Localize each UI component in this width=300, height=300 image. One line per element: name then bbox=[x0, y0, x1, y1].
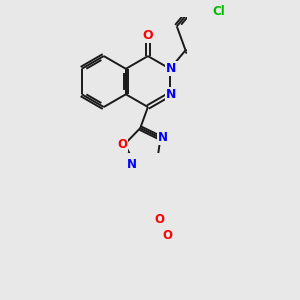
Text: Cl: Cl bbox=[212, 5, 225, 18]
Text: N: N bbox=[166, 88, 176, 101]
Text: N: N bbox=[158, 131, 168, 144]
Text: O: O bbox=[162, 229, 172, 242]
Text: N: N bbox=[166, 62, 176, 75]
Text: O: O bbox=[117, 138, 127, 151]
Text: O: O bbox=[155, 213, 165, 226]
Text: O: O bbox=[142, 29, 153, 42]
Text: N: N bbox=[127, 158, 137, 171]
